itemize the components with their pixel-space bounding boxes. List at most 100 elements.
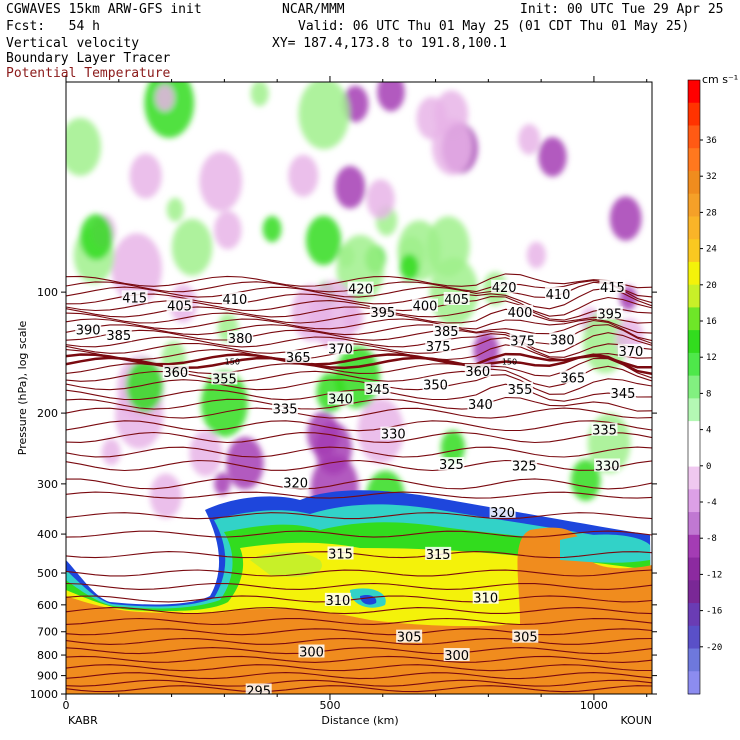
colorbar-swatch (688, 534, 700, 559)
velocity-cell (426, 216, 470, 277)
theta-label-bg (467, 397, 494, 411)
velocity-cell (431, 118, 473, 175)
theta-150-label: 150 (225, 358, 240, 367)
theta-contour (66, 655, 652, 663)
velocity-cell (262, 215, 282, 243)
theta-label-bg (489, 504, 516, 518)
theta-label: 365 (560, 371, 585, 386)
theta-label: 410 (223, 293, 248, 308)
velocity-cell (518, 124, 541, 155)
theta-label-bg (596, 306, 623, 320)
theta-contour (66, 595, 652, 603)
theta-contour (66, 308, 652, 324)
theta-label-bg (443, 648, 470, 662)
velocity-cell (538, 137, 567, 177)
theta-label-bg (227, 330, 254, 344)
theta-contour (66, 647, 652, 655)
theta-label-bg (245, 683, 272, 694)
y-axis-label: Pressure (hPa), log scale (16, 321, 29, 456)
endpoint-right: KOUN (620, 714, 652, 727)
theta-contour (66, 431, 652, 444)
header-init: Init: 00 UTC Tue 29 Apr 25 (520, 2, 724, 17)
velocity-cell (155, 84, 175, 111)
y-tick-label: 600 (37, 599, 58, 612)
theta-contour (66, 551, 652, 559)
theta-label: 400 (413, 300, 438, 315)
x-tick-label: 0 (63, 699, 70, 712)
theta-contour (66, 337, 652, 358)
theta-label: 370 (328, 342, 353, 357)
colorbar-tick-label: -4 (706, 498, 717, 508)
velocity-cell (366, 179, 395, 220)
theta-label-bg (464, 363, 491, 377)
colorbar-swatch (688, 512, 700, 536)
colorbar-tick-label: -16 (706, 607, 722, 617)
theta-label: 360 (465, 365, 490, 380)
theta-label-bg (327, 341, 354, 355)
theta-contour (66, 344, 652, 361)
theta-contour (66, 352, 652, 369)
theta-label: 295 (246, 684, 271, 699)
velocity-cell (199, 151, 243, 212)
plot-area: 415 405 410 420 395 400 405 420 410 415 400 395 390 3… (66, 82, 652, 699)
theta-label: 375 (426, 340, 451, 355)
theta-label-bg (396, 629, 423, 643)
velocity-cell (171, 218, 213, 276)
theta-contour (66, 491, 652, 499)
theta-label: 355 (212, 372, 237, 387)
colorbar-swatch (688, 421, 700, 445)
colorbar-swatch (688, 648, 700, 672)
theta-contour (66, 607, 652, 615)
theta-label-bg (559, 370, 586, 384)
theta-label-bg (609, 385, 636, 399)
theta-label: 325 (439, 458, 464, 473)
colorbar-swatch (688, 193, 700, 217)
colorbar-tick-label: 32 (706, 172, 717, 182)
theta-label-bg (285, 349, 312, 363)
colorbar-tick-label: 0 (706, 462, 711, 472)
theta-label-bg (438, 457, 465, 471)
theta-contour (66, 407, 652, 419)
colorbar-tick-label: -12 (706, 570, 722, 580)
plot-frame (65, 81, 653, 695)
theta-label: 350 (423, 379, 448, 394)
velocity-cell (125, 360, 164, 413)
theta-label: 420 (348, 283, 373, 298)
theta-contour (66, 318, 652, 334)
header-field-vertical-velocity: Vertical velocity (6, 36, 140, 51)
header-xy: XY= 187.4,173.8 to 191.8,100.1 (272, 36, 507, 51)
colorbar-units: cm s⁻¹ (702, 73, 738, 86)
velocity-cell (129, 153, 162, 199)
theta-label: 405 (167, 300, 192, 315)
velocity-cell (399, 253, 419, 281)
theta-contour (66, 374, 652, 395)
colorbar-swatch (688, 330, 700, 354)
theta-contour (66, 273, 652, 289)
theta-labels: 415 405 410 420 395 400 405 420 410 415 400 395 390 3… (75, 279, 644, 699)
colorbar-swatch (688, 284, 700, 308)
velocity-cell (226, 436, 264, 490)
colorbar-tick-label: -20 (706, 643, 722, 653)
y-tick-label: 300 (37, 478, 58, 491)
colorbar-tick-label: 24 (706, 245, 717, 255)
theta-label: 385 (106, 329, 131, 344)
theta-contour (66, 637, 652, 645)
y-tick-label: 500 (37, 567, 58, 580)
theta-contour (66, 383, 652, 402)
theta-label: 405 (444, 293, 469, 308)
y-tick-label: 700 (37, 626, 58, 639)
colorbar-swatch (688, 261, 700, 286)
theta-150-label: 150 (502, 358, 517, 367)
theta-label: 315 (426, 548, 451, 563)
header-valid: Valid: 06 UTC Thu 01 May 25 (01 CDT Thu … (298, 19, 690, 34)
theta-contour (66, 664, 652, 672)
theta-label: 320 (490, 506, 515, 521)
theta-contour (66, 512, 652, 520)
colorbar-swatch (688, 580, 700, 604)
colorbar-swatch (688, 625, 700, 650)
theta-label: 310 (473, 592, 498, 607)
theta-contour (66, 420, 652, 432)
theta-label-bg (75, 322, 102, 336)
y-tick-label: 200 (37, 407, 58, 420)
y-tick-label: 400 (37, 528, 58, 541)
